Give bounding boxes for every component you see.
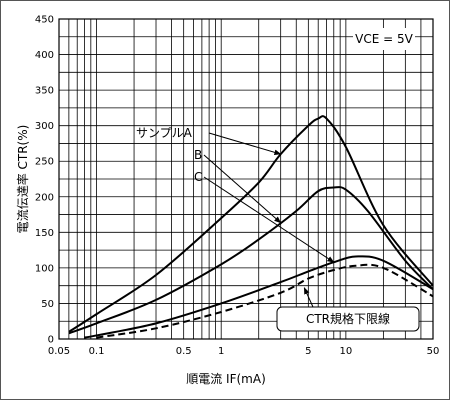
x-tick-label: 0.1 xyxy=(89,346,105,357)
annotation-arrow-1 xyxy=(208,132,282,156)
annotation-label-2: B xyxy=(194,148,202,162)
x-tick-label: 50 xyxy=(427,346,440,357)
annotation-arrow-2 xyxy=(203,154,282,224)
x-tick-label: 1 xyxy=(218,346,224,357)
annotation-label-1: サンプルA xyxy=(136,126,193,140)
y-tick-label: 150 xyxy=(35,228,54,239)
x-axis-label: 順電流 IF(mA) xyxy=(186,372,266,386)
y-tick-label: 100 xyxy=(35,263,54,274)
y-tick-label: 450 xyxy=(35,15,54,26)
plot-border xyxy=(58,18,434,340)
y-tick-label: 350 xyxy=(35,86,54,97)
annotation-arrow-4 xyxy=(303,287,314,308)
condition-label: VCE = 5V xyxy=(355,32,413,46)
series-line-4 xyxy=(96,263,434,339)
lower-limit-box xyxy=(276,306,420,332)
annotation-arrow-3 xyxy=(203,176,335,263)
annotation-label-3: C xyxy=(194,170,202,184)
series-line-3 xyxy=(84,255,434,339)
x-tick-label: 0.5 xyxy=(176,346,192,357)
y-tick-label: 250 xyxy=(35,157,54,168)
y-tick-label: 400 xyxy=(35,50,54,61)
series-line-1 xyxy=(68,115,434,333)
condition-box xyxy=(353,28,415,50)
x-tick-label: 10 xyxy=(339,346,352,357)
y-axis-label: 電流伝達率 CTR(%) xyxy=(15,125,30,234)
y-tick-label: 50 xyxy=(41,299,54,310)
y-tick-label: 200 xyxy=(35,192,54,203)
annotation-label-4: CTR規格下限線 xyxy=(306,311,390,326)
x-tick-label: 5 xyxy=(305,346,311,357)
y-tick-label: 300 xyxy=(35,121,54,132)
series-line-2 xyxy=(68,186,434,335)
x-tick-label: 0.05 xyxy=(48,346,70,357)
y-tick-label: 0 xyxy=(48,335,54,346)
